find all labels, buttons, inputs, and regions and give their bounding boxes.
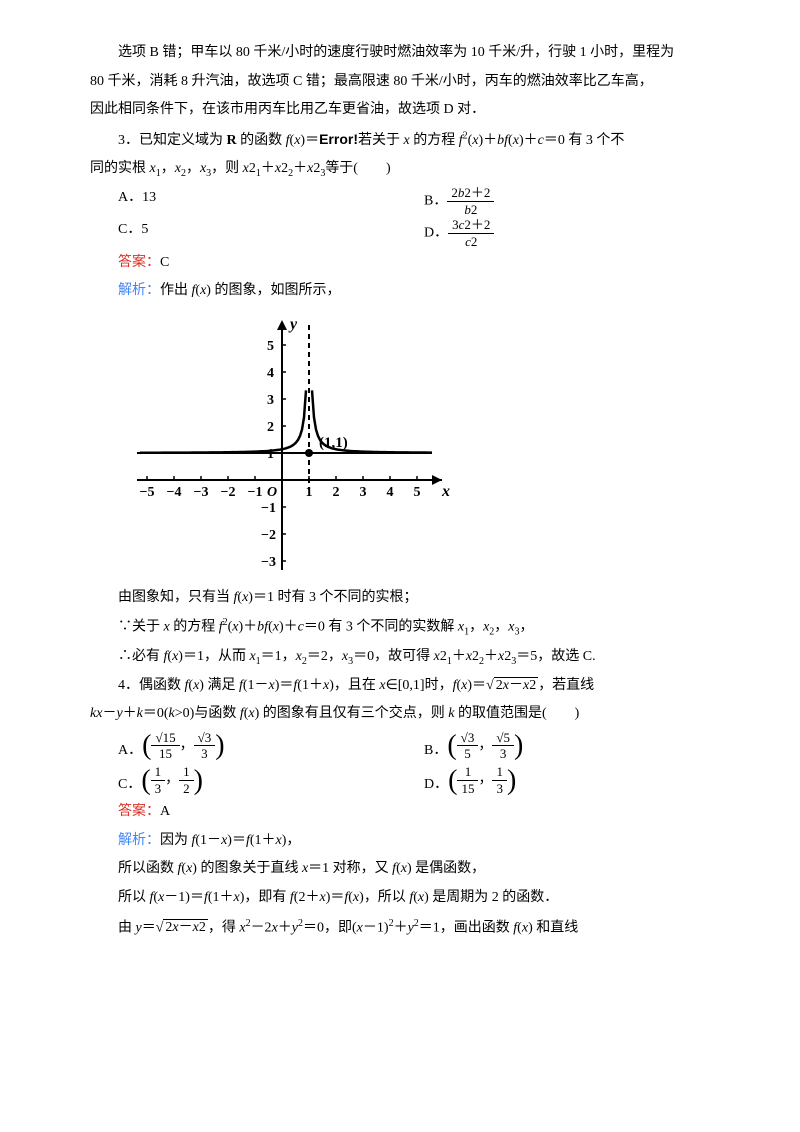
q4-prompt: 4．偶函数 f(x) 满足 f(1－x)＝f(1＋x)，且在 x∈[0,1]时，…: [90, 673, 730, 700]
svg-text:−2: −2: [221, 485, 236, 500]
svg-text:−4: −4: [167, 485, 182, 500]
q3-explain-1: 解析：作出 f(x) 的图象，如图所示，: [90, 278, 730, 305]
svg-text:3: 3: [360, 485, 367, 500]
q4-choice-b: B．(√35，√53): [424, 730, 730, 765]
q4-explain-4: 由 y＝√2x－x2，得 x2－2x＋y2＝0，即(x－1)2＋y2＝1，画出函…: [90, 914, 730, 942]
svg-text:5: 5: [267, 339, 274, 354]
q4-answer: 答案：A: [90, 799, 730, 826]
q3-prompt-line2: 同的实根 x1，x2，x3，则 x21＋x22＋x23等于( ): [90, 156, 730, 183]
q3-post-2: ∵关于 x 的方程 f2(x)＋bf(x)＋c＝0 有 3 个不同的实数解 x1…: [90, 613, 730, 641]
intro-line-3: 因此相同条件下，在该市用丙车比用乙车更省油，故选项 D 对．: [90, 97, 730, 124]
q4-choice-c: C．(13，12): [118, 764, 424, 799]
q4-choices: A．(√1515，√33) B．(√35，√53) C．(13，12) D．(1…: [118, 730, 730, 799]
q3-prompt: 3．已知定义域为 R 的函数 f(x)＝Error!若关于 x 的方程 f2(x…: [90, 126, 730, 155]
svg-text:−5: −5: [140, 485, 155, 500]
intro-line-2: 80 千米，消耗 8 升汽油，故选项 C 错；最高限速 80 千米/小时，丙车的…: [90, 69, 730, 96]
svg-text:−3: −3: [261, 555, 276, 570]
svg-text:4: 4: [387, 485, 394, 500]
q3-choice-d: D．3c2＋2c2: [424, 217, 730, 249]
svg-text:3: 3: [267, 393, 274, 408]
svg-text:y: y: [288, 316, 298, 333]
q3-choice-a: A．13: [118, 185, 424, 217]
svg-text:x: x: [441, 483, 450, 500]
svg-text:−3: −3: [194, 485, 209, 500]
q4-explain-3: 所以 f(x－1)＝f(1＋x)，即有 f(2＋x)＝f(x)，所以 f(x) …: [90, 885, 730, 912]
q3-choice-b: B．2b2＋2b2: [424, 185, 730, 217]
q4-explain-2: 所以函数 f(x) 的图象关于直线 x＝1 对称，又 f(x) 是偶函数，: [90, 856, 730, 883]
svg-text:5: 5: [414, 485, 421, 500]
svg-text:−2: −2: [261, 528, 276, 543]
svg-text:O: O: [267, 485, 277, 500]
q3-graph: −5−4−3−2−11234512345−1−2−3Oxy (1,1): [132, 315, 730, 575]
q4-choice-a: A．(√1515，√33): [118, 730, 424, 765]
intro-line-1: 选项 B 错；甲车以 80 千米/小时的速度行驶时燃油效率为 10 千米/升，行…: [90, 40, 730, 67]
q3-post-1: 由图象知，只有当 f(x)＝1 时有 3 个不同的实根；: [90, 585, 730, 612]
q4-choice-d: D．(115，13): [424, 764, 730, 799]
q4-prompt-line2: kx－y＋k＝0(k>0)与函数 f(x) 的图象有且仅有三个交点，则 k 的取…: [90, 701, 730, 728]
q3-choice-c: C．5: [118, 217, 424, 249]
q4-explain-1: 解析：因为 f(1－x)＝f(1＋x)，: [90, 828, 730, 855]
svg-text:−1: −1: [261, 501, 276, 516]
svg-text:(1,1): (1,1): [319, 435, 348, 451]
svg-text:2: 2: [333, 485, 340, 500]
svg-text:1: 1: [267, 447, 274, 462]
q3-post-3: ∴必有 f(x)＝1，从而 x1＝1，x2＝2，x3＝0，故可得 x21＋x22…: [90, 644, 730, 671]
svg-text:4: 4: [267, 366, 274, 381]
q3-choices: A．13 B．2b2＋2b2 C．5 D．3c2＋2c2: [118, 185, 730, 249]
q3-answer: 答案：C: [90, 250, 730, 277]
svg-text:−1: −1: [248, 485, 263, 500]
svg-text:2: 2: [267, 420, 274, 435]
